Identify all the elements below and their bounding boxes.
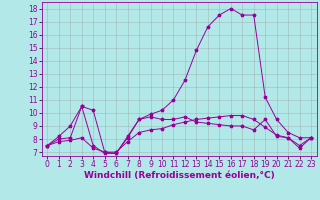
X-axis label: Windchill (Refroidissement éolien,°C): Windchill (Refroidissement éolien,°C) (84, 171, 275, 180)
